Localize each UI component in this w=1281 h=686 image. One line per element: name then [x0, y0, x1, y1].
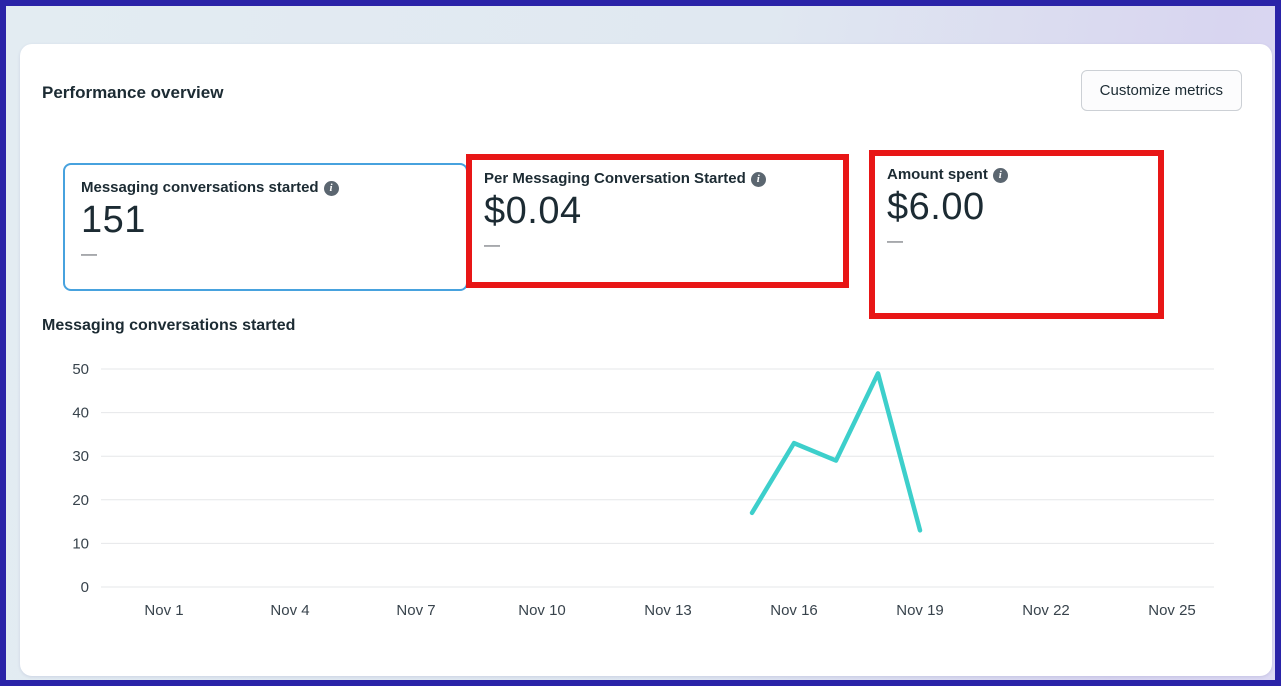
metric-value: $0.04	[484, 190, 582, 232]
page-title: Performance overview	[42, 82, 224, 102]
x-axis-tick-label: Nov 7	[396, 602, 435, 619]
info-icon[interactable]	[992, 168, 1008, 183]
x-axis-tick-label: Nov 16	[770, 602, 818, 619]
x-axis-tick-label: Nov 1	[144, 602, 183, 619]
metric-card-amount-spent[interactable]: Amount spent $6.00 —	[875, 156, 1158, 261]
y-axis-tick-label: 40	[72, 405, 89, 422]
x-axis-tick-label: Nov 19	[896, 602, 944, 619]
line-chart: 0 10 20 30 40 50 Nov 1 Nov 4 Nov 7 Nov 10 Nov 13 No…	[72, 361, 1214, 619]
card-header: Performance overview Customize metrics	[42, 44, 1250, 111]
metric-label: Per Messaging Conversation Started	[484, 170, 831, 187]
metric-delta: —	[484, 236, 500, 254]
chart-title: Messaging conversations started	[42, 317, 296, 334]
metric-value: 151	[81, 199, 146, 241]
metric-delta: —	[81, 245, 97, 263]
performance-overview-card: Performance overview Customize metrics M…	[20, 44, 1272, 676]
line-series	[749, 371, 923, 533]
red-annotation-box-amount-spent: Amount spent $6.00 —	[869, 150, 1164, 319]
info-icon[interactable]	[750, 172, 766, 187]
x-axis-tick-label: Nov 10	[518, 602, 566, 619]
y-axis-tick-label: 50	[72, 361, 89, 378]
metric-value: $6.00	[887, 186, 985, 228]
metric-delta: —	[887, 232, 903, 250]
y-axis-tick-label: 10	[72, 535, 89, 552]
metric-content: Messaging conversations started 151 —	[65, 165, 466, 278]
metric-card-per-messaging-conversation-started[interactable]: Per Messaging Conversation Started $0.04…	[472, 160, 843, 265]
customize-metrics-button[interactable]: Customize metrics	[1080, 70, 1242, 111]
y-axis-tick-label: 0	[81, 579, 89, 596]
metrics-row: Messaging conversations started 151 — Pe…	[42, 150, 1250, 319]
info-icon[interactable]	[323, 181, 339, 196]
x-axis-tick-label: Nov 4	[270, 602, 309, 619]
metric-label: Amount spent	[887, 166, 1146, 183]
x-axis-tick-label: Nov 22	[1022, 602, 1070, 619]
red-annotation-box-per-conversation: Per Messaging Conversation Started $0.04…	[466, 154, 849, 288]
y-axis-tick-label: 20	[72, 492, 89, 509]
x-axis-tick-label: Nov 13	[644, 602, 692, 619]
metric-label-text: Per Messaging Conversation Started	[484, 170, 746, 187]
metric-label-text: Messaging conversations started	[81, 179, 319, 196]
x-axis-tick-label: Nov 25	[1148, 602, 1196, 619]
metric-card-messaging-conversations-started[interactable]: Messaging conversations started 151 —	[63, 163, 468, 291]
metric-label-text: Amount spent	[887, 166, 988, 183]
y-axis-tick-label: 30	[72, 448, 89, 465]
metric-label: Messaging conversations started	[81, 179, 450, 196]
